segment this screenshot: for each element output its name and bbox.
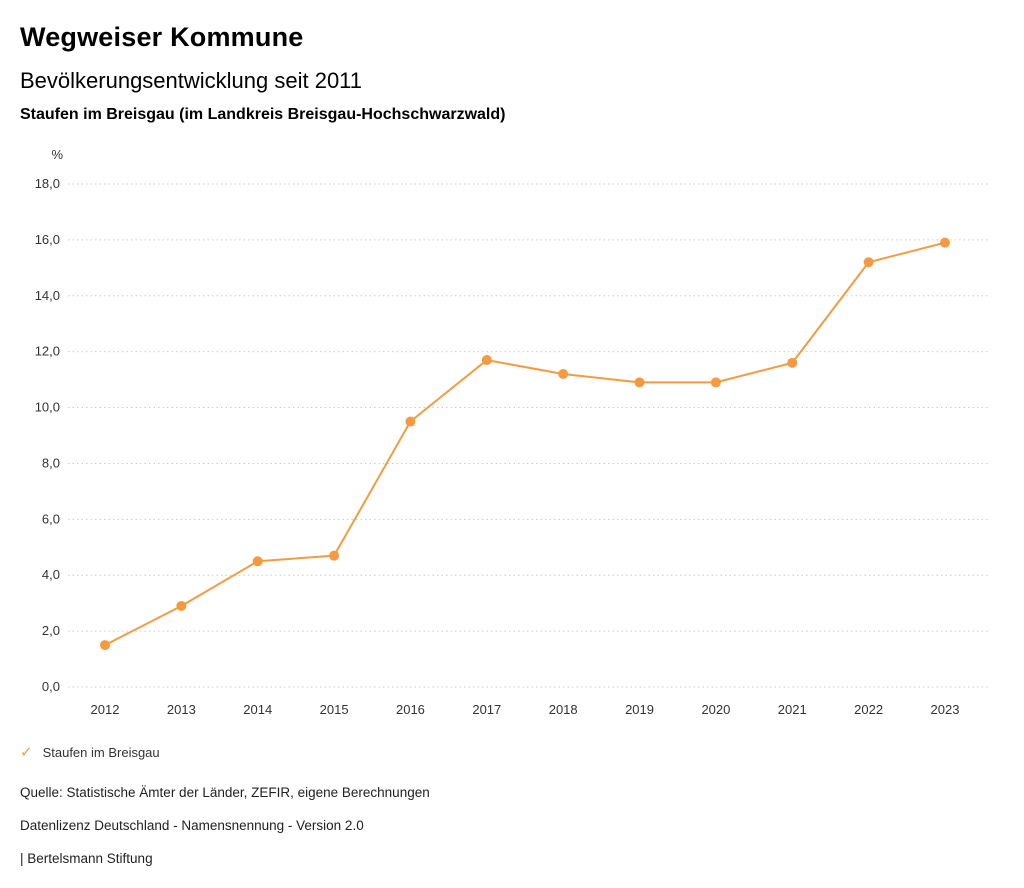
data-point	[710, 377, 721, 388]
data-point	[405, 416, 416, 427]
x-tick-label: 2019	[625, 702, 654, 717]
chart-svg: % 0,0 2,0 4,0 6,0 8,0 10,0 12,0 14,0 16,0 18,0 2012…	[35, 147, 990, 717]
y-axis-unit-label: %	[51, 147, 63, 162]
chart-subtitle: Bevölkerungsentwicklung seit 2011	[20, 68, 363, 93]
x-tick-label: 2012	[91, 702, 120, 717]
legend-item-staufen[interactable]: ✓ Staufen im Breisgau	[20, 745, 160, 760]
x-tick-label: 2015	[320, 702, 349, 717]
x-tick-label: 2023	[931, 702, 960, 717]
license-text: Datenlizenz Deutschland - Namensnennung …	[20, 818, 364, 833]
source-text: Quelle: Statistische Ämter der Länder, Z…	[20, 785, 430, 800]
chart-location: Staufen im Breisgau (im Landkreis Breisg…	[20, 106, 506, 123]
y-tick-label: 8,0	[42, 455, 60, 470]
data-point	[634, 377, 645, 388]
data-point	[558, 369, 569, 380]
app-title: Wegweiser Kommune	[20, 22, 304, 52]
series-line	[104, 241, 946, 647]
data-point	[176, 600, 187, 611]
population-line-chart: % 0,0 2,0 4,0 6,0 8,0 10,0 12,0 14,0 16,0 18,0 2012…	[0, 140, 1024, 735]
data-point	[863, 257, 874, 268]
x-tick-label: 2013	[167, 702, 196, 717]
y-tick-label: 16,0	[35, 232, 60, 247]
y-tick-label: 4,0	[42, 567, 60, 582]
x-tick-label: 2014	[243, 702, 272, 717]
x-tick-label: 2020	[701, 702, 730, 717]
y-tick-label: 0,0	[42, 679, 60, 694]
data-point	[329, 550, 340, 561]
y-tick-label: 10,0	[35, 400, 60, 415]
y-tick-label: 2,0	[42, 623, 60, 638]
data-point	[100, 640, 110, 651]
y-tick-label: 12,0	[35, 344, 60, 359]
legend-label: Staufen im Breisgau	[42, 745, 160, 760]
data-point	[252, 556, 263, 567]
x-tick-label: 2016	[396, 702, 425, 717]
data-point	[940, 237, 950, 248]
x-tick-label: 2017	[472, 702, 501, 717]
check-icon: ✓	[20, 744, 33, 761]
data-point	[481, 355, 492, 366]
x-tick-label: 2021	[778, 702, 807, 717]
x-tick-label: 2022	[854, 702, 883, 717]
footer: Quelle: Statistische Ämter der Länder, Z…	[20, 785, 430, 884]
publisher-text: | Bertelsmann Stiftung	[20, 851, 153, 866]
y-tick-label: 18,0	[35, 176, 60, 191]
y-tick-label: 14,0	[35, 288, 60, 303]
x-tick-label: 2018	[549, 702, 578, 717]
data-point	[787, 357, 798, 368]
y-tick-label: 6,0	[42, 511, 60, 526]
